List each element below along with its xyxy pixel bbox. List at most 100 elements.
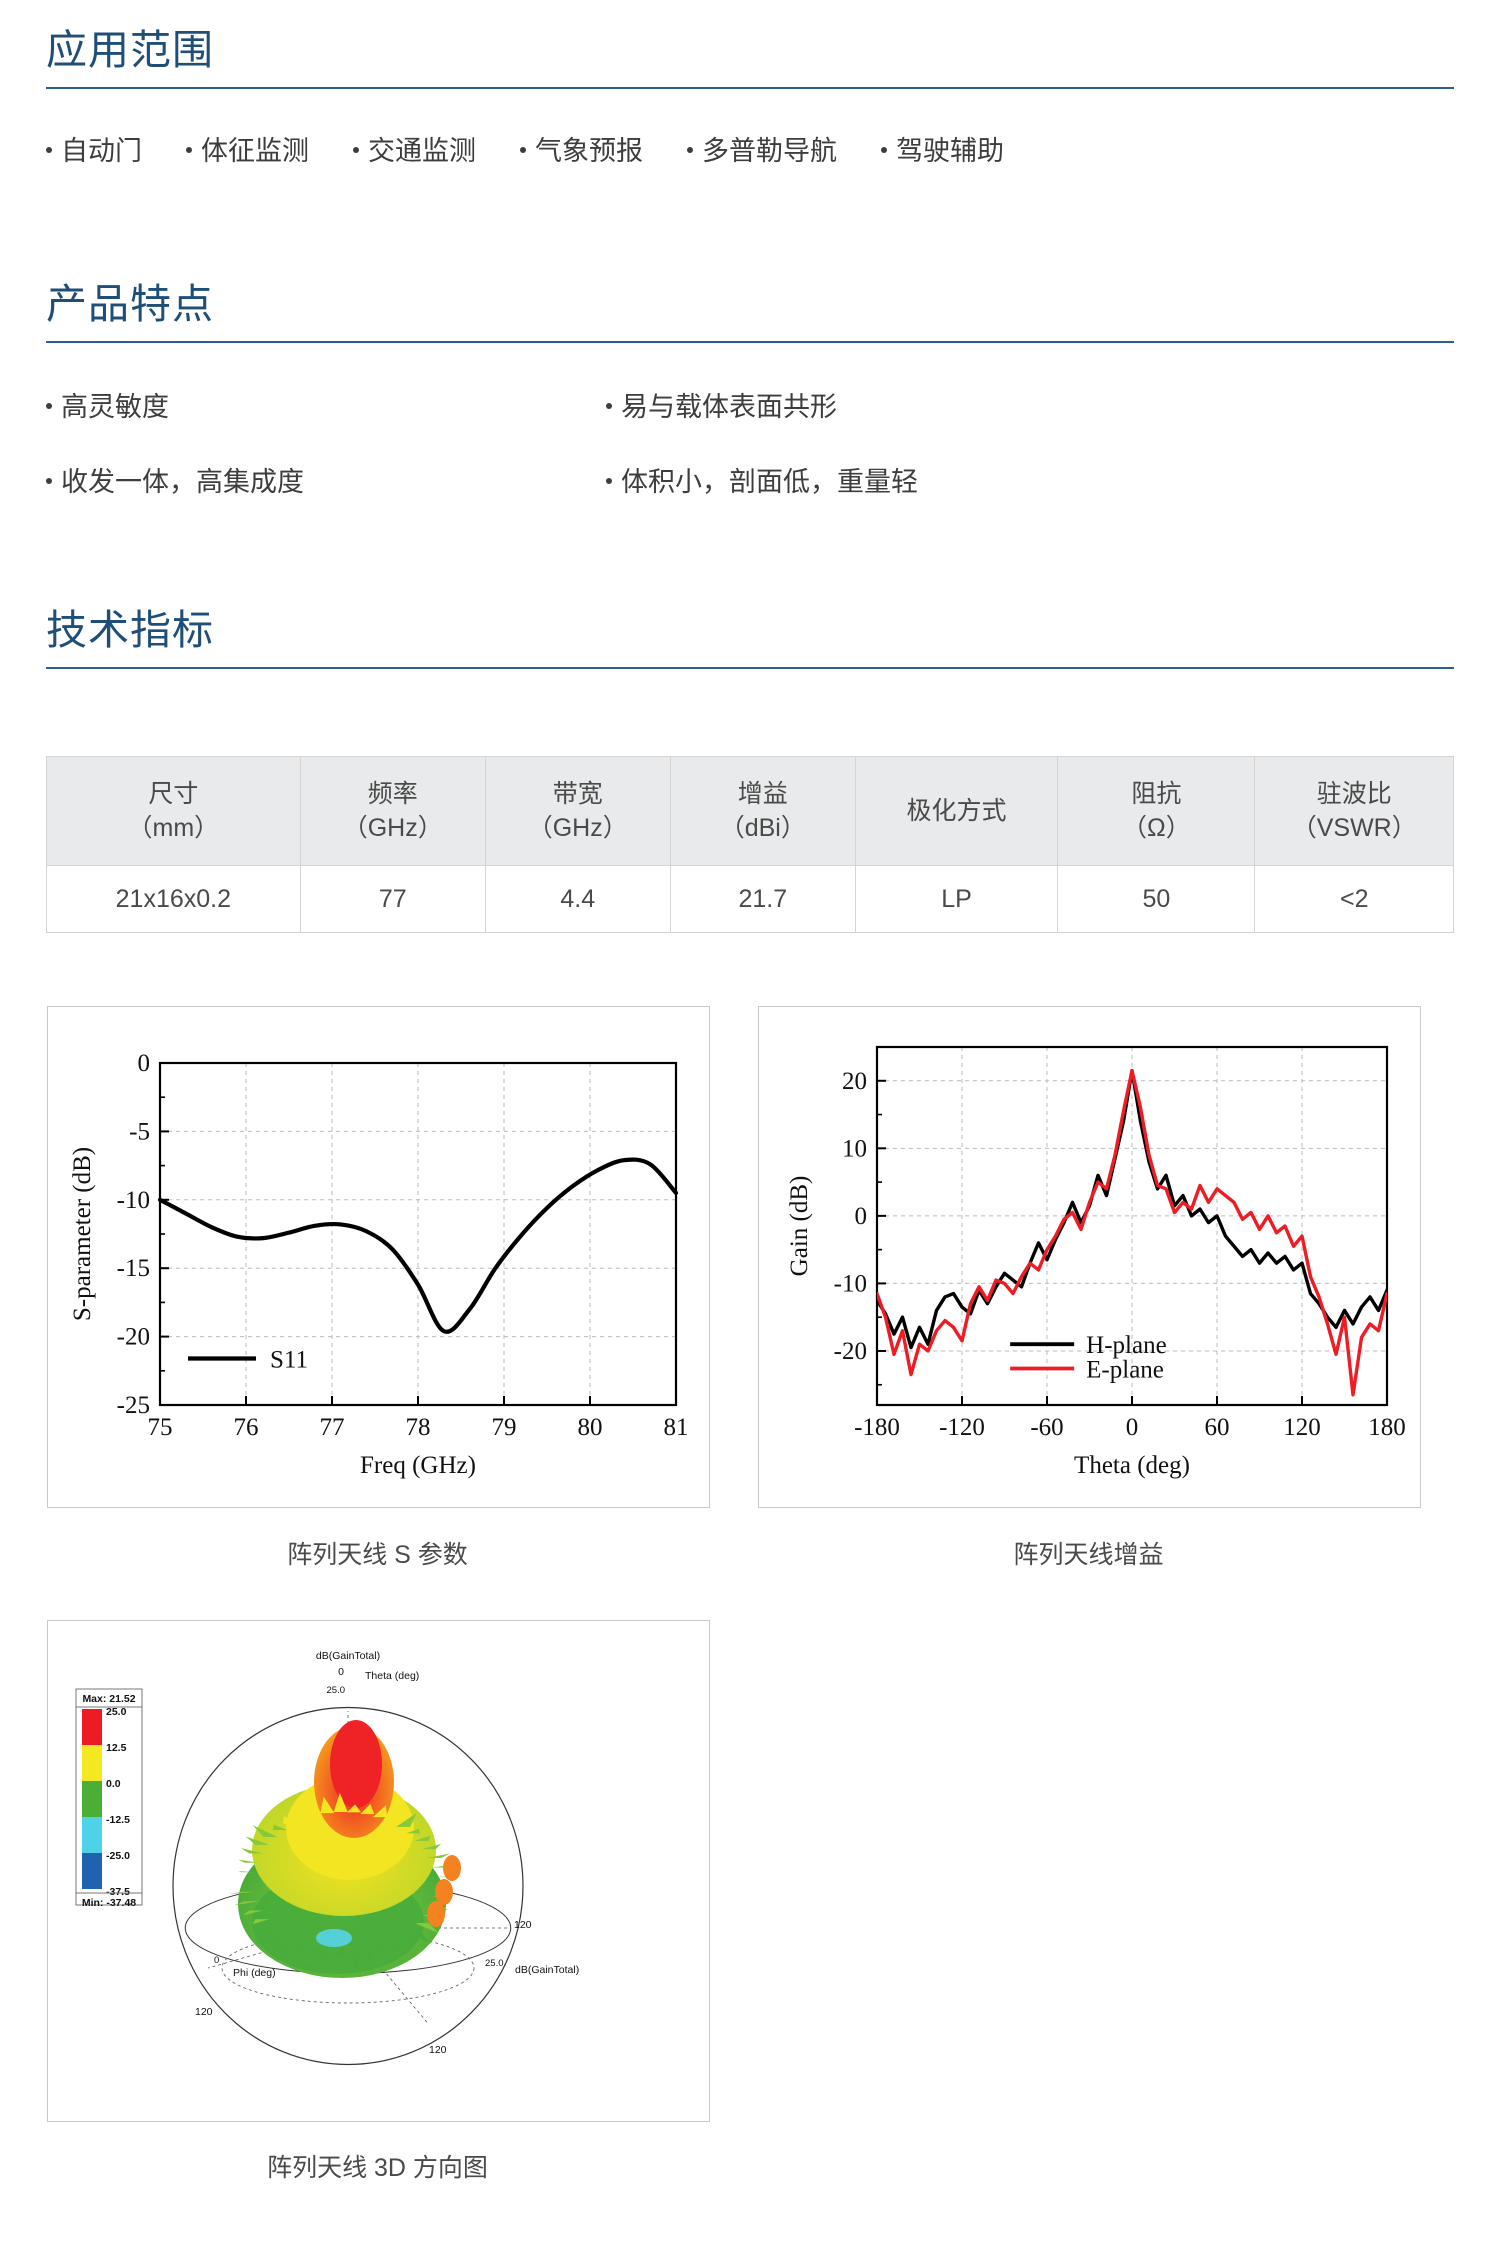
svg-text:Min: -37.48: Min: -37.48 (82, 1897, 136, 1909)
section-divider-features (46, 341, 1454, 344)
section-application: 应用范围 自动门 体征监测 交通监测 气象预报 多普勒导航 驾驶辅助 (46, 27, 1454, 168)
features-bullet-grid: 高灵敏度 易与载体表面共形 收发一体，高集成度 体积小，剖面低，重量轻 (46, 385, 1454, 499)
list-item: 易与载体表面共形 (606, 385, 1166, 424)
table-row: 21x16x0.2 77 4.4 21.7 LP 50 <2 (46, 865, 1454, 933)
svg-text:Phi (deg): Phi (deg) (233, 1967, 276, 1979)
svg-text:25.0: 25.0 (106, 1706, 127, 1718)
svg-text:120: 120 (429, 2044, 447, 2056)
section-divider-application (46, 87, 1454, 90)
features-col: 收发一体，高集成度 (46, 460, 606, 499)
table-cell-impedance: 50 (1057, 865, 1256, 933)
table-cell-polarization: LP (854, 865, 1059, 933)
table-header-cell-bandwidth: 带宽 （GHz） (484, 756, 671, 866)
svg-text:180: 180 (1368, 1414, 1406, 1441)
list-item: 体积小，剖面低，重量轻 (606, 460, 1166, 499)
svg-text:S11: S11 (270, 1346, 308, 1373)
svg-text:dB(GainTotal): dB(GainTotal) (316, 1650, 380, 1662)
list-item: 交通监测 (353, 129, 476, 168)
pattern-3d-plot: Max: 21.5225.012.50.0-12.5-25.0-37.5Min:… (75, 1650, 579, 2066)
svg-text:-12.5: -12.5 (106, 1814, 130, 1826)
svg-text:-5: -5 (129, 1118, 150, 1145)
s-parameter-chart: 75 76 77 78 79 80 81 0 -5 -10 -15 -20 -25 S11 Freq (GH… (69, 1050, 689, 1479)
list-item-label: 体征监测 (201, 136, 309, 167)
svg-text:76: 76 (234, 1414, 259, 1441)
svg-text:-37.5: -37.5 (106, 1886, 130, 1898)
section-features: 产品特点 高灵敏度 易与载体表面共形 收发一体，高集成度 体积小，剖面低，重量轻 (46, 281, 1454, 535)
table-header-cell-polarization: 极化方式 (854, 756, 1059, 866)
list-item: 自动门 (46, 129, 142, 168)
features-col: 易与载体表面共形 (606, 385, 1166, 424)
section-divider-specs (46, 667, 1454, 670)
table-cell-frequency: 77 (299, 865, 486, 933)
svg-text:60: 60 (1205, 1414, 1230, 1441)
svg-text:-120: -120 (939, 1414, 985, 1441)
svg-text:120: 120 (514, 1919, 532, 1931)
table-cell-gain: 21.7 (669, 865, 856, 933)
table-cell-bandwidth: 4.4 (484, 865, 671, 933)
svg-text:Gain (dB): Gain (dB) (786, 1176, 813, 1277)
svg-text:25.0: 25.0 (485, 1958, 504, 1969)
list-item: 高灵敏度 (46, 385, 606, 424)
list-item: 气象预报 (520, 129, 643, 168)
specifications-table: 尺寸 （mm） 频率 （GHz） 带宽 （GHz） 增益 （dBi） 极化方式 (46, 756, 1454, 933)
svg-text:-25.0: -25.0 (106, 1850, 130, 1862)
features-col: 体积小，剖面低，重量轻 (606, 460, 1166, 499)
svg-text:10: 10 (842, 1135, 867, 1162)
features-col: 高灵敏度 (46, 385, 606, 424)
svg-text:25.0: 25.0 (327, 1685, 346, 1696)
figure-caption-3d-pattern: 阵列天线 3D 方向图 (267, 2154, 488, 2182)
svg-text:77: 77 (320, 1414, 345, 1441)
table-header-cell-gain: 增益 （dBi） (669, 756, 856, 866)
svg-text:-20: -20 (117, 1324, 150, 1351)
features-row: 收发一体，高集成度 体积小，剖面低，重量轻 (46, 460, 1454, 499)
list-item-label: 多普勒导航 (702, 136, 837, 167)
figure-caption-s-parameter: 阵列天线 S 参数 (287, 1541, 468, 1569)
svg-text:H-plane: H-plane (1086, 1332, 1167, 1359)
list-item-label: 收发一体，高集成度 (61, 467, 304, 498)
section-title-application: 应用范围 (46, 27, 214, 73)
table-header-cell-vswr: 驻波比 （VSWR） (1254, 756, 1454, 866)
list-item-label: 自动门 (61, 136, 142, 167)
svg-text:0: 0 (338, 1666, 344, 1678)
bullet-dot-icon (606, 478, 612, 485)
svg-text:Freq (GHz): Freq (GHz) (360, 1452, 476, 1479)
svg-text:0: 0 (214, 1955, 219, 1966)
list-item: 体征监测 (186, 129, 309, 168)
list-item: 多普勒导航 (687, 129, 837, 168)
svg-text:81: 81 (664, 1414, 689, 1441)
application-bullet-list: 自动门 体征监测 交通监测 气象预报 多普勒导航 驾驶辅助 (46, 129, 1454, 168)
gain-chart: -180 -120 -60 0 60 120 180 20 10 0 -10 -20 H-planeE-… (786, 1045, 1406, 1479)
bullet-dot-icon (881, 147, 887, 154)
svg-text:0: 0 (138, 1050, 151, 1077)
svg-text:75: 75 (148, 1414, 173, 1441)
svg-text:20: 20 (842, 1068, 867, 1095)
figure-gain: -180 -120 -60 0 60 120 180 20 10 0 -10 -20 H-plane E-… (758, 1006, 1421, 1508)
svg-text:12.5: 12.5 (106, 1742, 127, 1754)
list-item: 驾驶辅助 (881, 129, 1004, 168)
bullet-dot-icon (46, 403, 52, 410)
section-title-specs: 技术指标 (46, 607, 214, 653)
bullet-dot-icon (186, 147, 192, 154)
svg-text:120: 120 (195, 2006, 213, 2018)
bullet-dot-icon (46, 147, 52, 154)
svg-text:0: 0 (1126, 1414, 1139, 1441)
features-row: 高灵敏度 易与载体表面共形 (46, 385, 1454, 424)
bullet-dot-icon (606, 403, 612, 410)
svg-text:S-parameter (dB): S-parameter (dB) (69, 1147, 96, 1321)
section-title-features: 产品特点 (46, 281, 214, 327)
list-item-label: 易与载体表面共形 (621, 392, 837, 423)
table-header-cell-impedance: 阻抗 （Ω） (1057, 756, 1256, 866)
svg-text:-180: -180 (854, 1414, 900, 1441)
bullet-dot-icon (520, 147, 526, 154)
bullet-dot-icon (687, 147, 693, 154)
svg-text:-25: -25 (117, 1392, 150, 1419)
svg-text:-10: -10 (117, 1187, 150, 1214)
table-header-cell-frequency: 频率 （GHz） (299, 756, 486, 866)
table-cell-size: 21x16x0.2 (46, 865, 301, 933)
svg-text:0: 0 (855, 1203, 868, 1230)
list-item-label: 交通监测 (368, 136, 476, 167)
svg-text:79: 79 (492, 1414, 517, 1441)
list-item-label: 气象预报 (535, 136, 643, 167)
table-header-row: 尺寸 （mm） 频率 （GHz） 带宽 （GHz） 增益 （dBi） 极化方式 (46, 756, 1454, 866)
